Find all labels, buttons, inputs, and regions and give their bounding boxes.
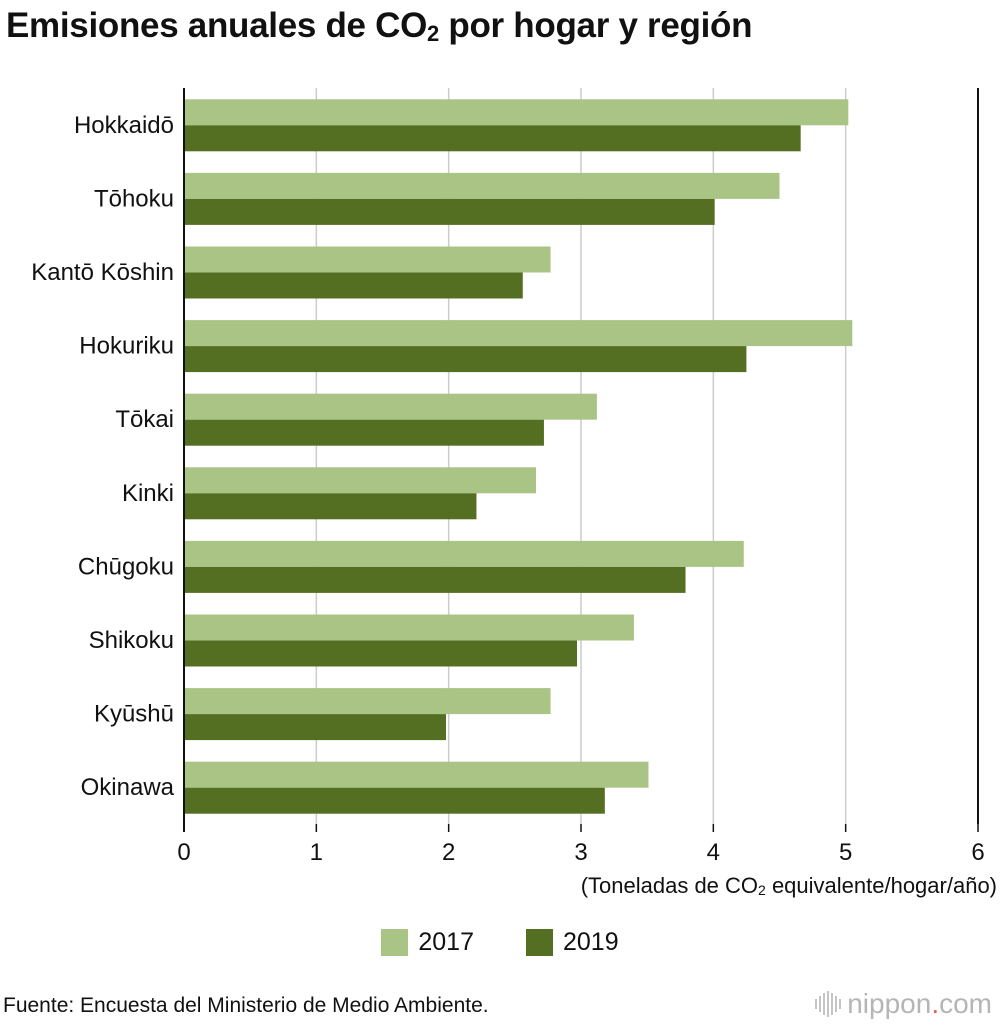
legend: 2017 2019	[0, 928, 1000, 957]
category-label-4: Hokuriku	[79, 333, 174, 360]
bar-2019-9	[184, 714, 447, 741]
legend-label-2017: 2017	[418, 928, 474, 956]
x-tick-label-6: 6	[971, 839, 984, 866]
bar-2019-8	[184, 640, 578, 667]
x-tick-label-5: 5	[839, 839, 852, 866]
bar-2019-5	[184, 419, 544, 446]
x-tick-label-3: 3	[574, 839, 587, 866]
category-label-3: Kantō Kōshin	[31, 259, 174, 286]
bar-2019-4	[184, 346, 747, 373]
brand-bars-icon	[815, 991, 842, 1017]
bar-2019-2	[184, 198, 715, 225]
legend-label-2019: 2019	[563, 928, 619, 956]
category-label-10: Okinawa	[81, 774, 175, 801]
legend-item-2017: 2017	[381, 928, 474, 957]
bar-2019-6	[184, 493, 477, 520]
bar-2017-4	[184, 320, 853, 347]
bar-2017-9	[184, 688, 551, 715]
x-axis-unit-label: (Toneladas de CO2 equivalente/hogar/año)	[580, 873, 997, 898]
bar-2017-5	[184, 393, 597, 420]
source-note: Fuente: Encuesta del Ministerio de Medio…	[3, 994, 489, 1017]
bar-2017-6	[184, 467, 537, 494]
bar-2017-10	[184, 761, 649, 788]
category-label-9: Kyūshū	[94, 701, 174, 728]
category-label-5: Tōkai	[115, 406, 174, 433]
bar-2017-7	[184, 540, 744, 567]
bar-2017-2	[184, 172, 780, 199]
x-tick-label-0: 0	[177, 839, 190, 866]
x-tick-label-2: 2	[442, 839, 455, 866]
bar-2019-1	[184, 125, 801, 152]
chart-title: Emisiones anuales de CO2 por hogar y reg…	[6, 6, 753, 46]
legend-swatch-2019	[526, 929, 553, 956]
bar-chart: Hokkaidō Tōhoku Kantō Kōshin Hokuriku Tōkai K…	[31, 88, 985, 866]
category-label-2: Tōhoku	[94, 185, 174, 212]
x-tick-label-4: 4	[707, 839, 720, 866]
nippon-logo: nippon.com	[815, 988, 992, 1020]
category-label-8: Shikoku	[89, 627, 174, 654]
category-label-1: Hokkaidō	[74, 112, 174, 139]
bar-2017-8	[184, 614, 634, 641]
legend-item-2019: 2019	[526, 928, 619, 957]
bar-2019-7	[184, 566, 686, 593]
category-label-6: Kinki	[122, 480, 174, 507]
x-tick-label-1: 1	[310, 839, 323, 866]
legend-swatch-2017	[381, 929, 409, 956]
category-label-7: Chūgoku	[78, 553, 174, 580]
bar-2019-3	[184, 272, 523, 299]
bar-2019-10	[184, 787, 605, 814]
bar-2017-1	[184, 99, 849, 126]
bar-2017-3	[184, 246, 551, 273]
